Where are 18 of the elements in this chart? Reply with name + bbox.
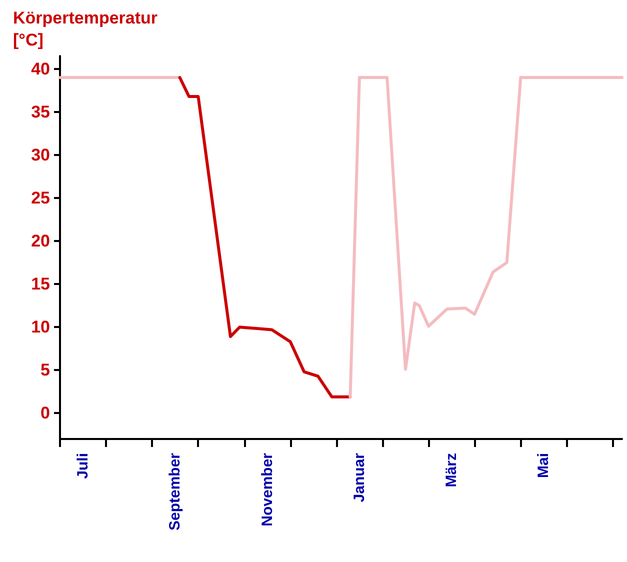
y-tick-label: 15: [31, 274, 50, 294]
x-tick-label: Januar: [350, 452, 368, 502]
line-series: [348, 76, 624, 398]
y-tick-label: 0: [40, 404, 50, 423]
y-axis-title: Körpertemperatur [°C]: [13, 8, 162, 50]
y-tick-label: 5: [40, 360, 50, 380]
x-tick-label: Juli: [74, 453, 92, 479]
x-tick-label: September: [166, 452, 184, 531]
y-tick-label: 20: [31, 232, 50, 251]
x-tick-label: März: [443, 453, 460, 488]
y-tick-label: 10: [31, 318, 50, 337]
line-series: [178, 76, 352, 398]
y-tick-label: 35: [31, 102, 50, 122]
y-tick-label: 25: [31, 188, 50, 208]
x-tick-label: November: [258, 452, 276, 526]
y-tick-label: 40: [31, 59, 50, 78]
x-tick-label: Mai: [535, 453, 552, 478]
y-tick-label: 30: [31, 145, 50, 164]
